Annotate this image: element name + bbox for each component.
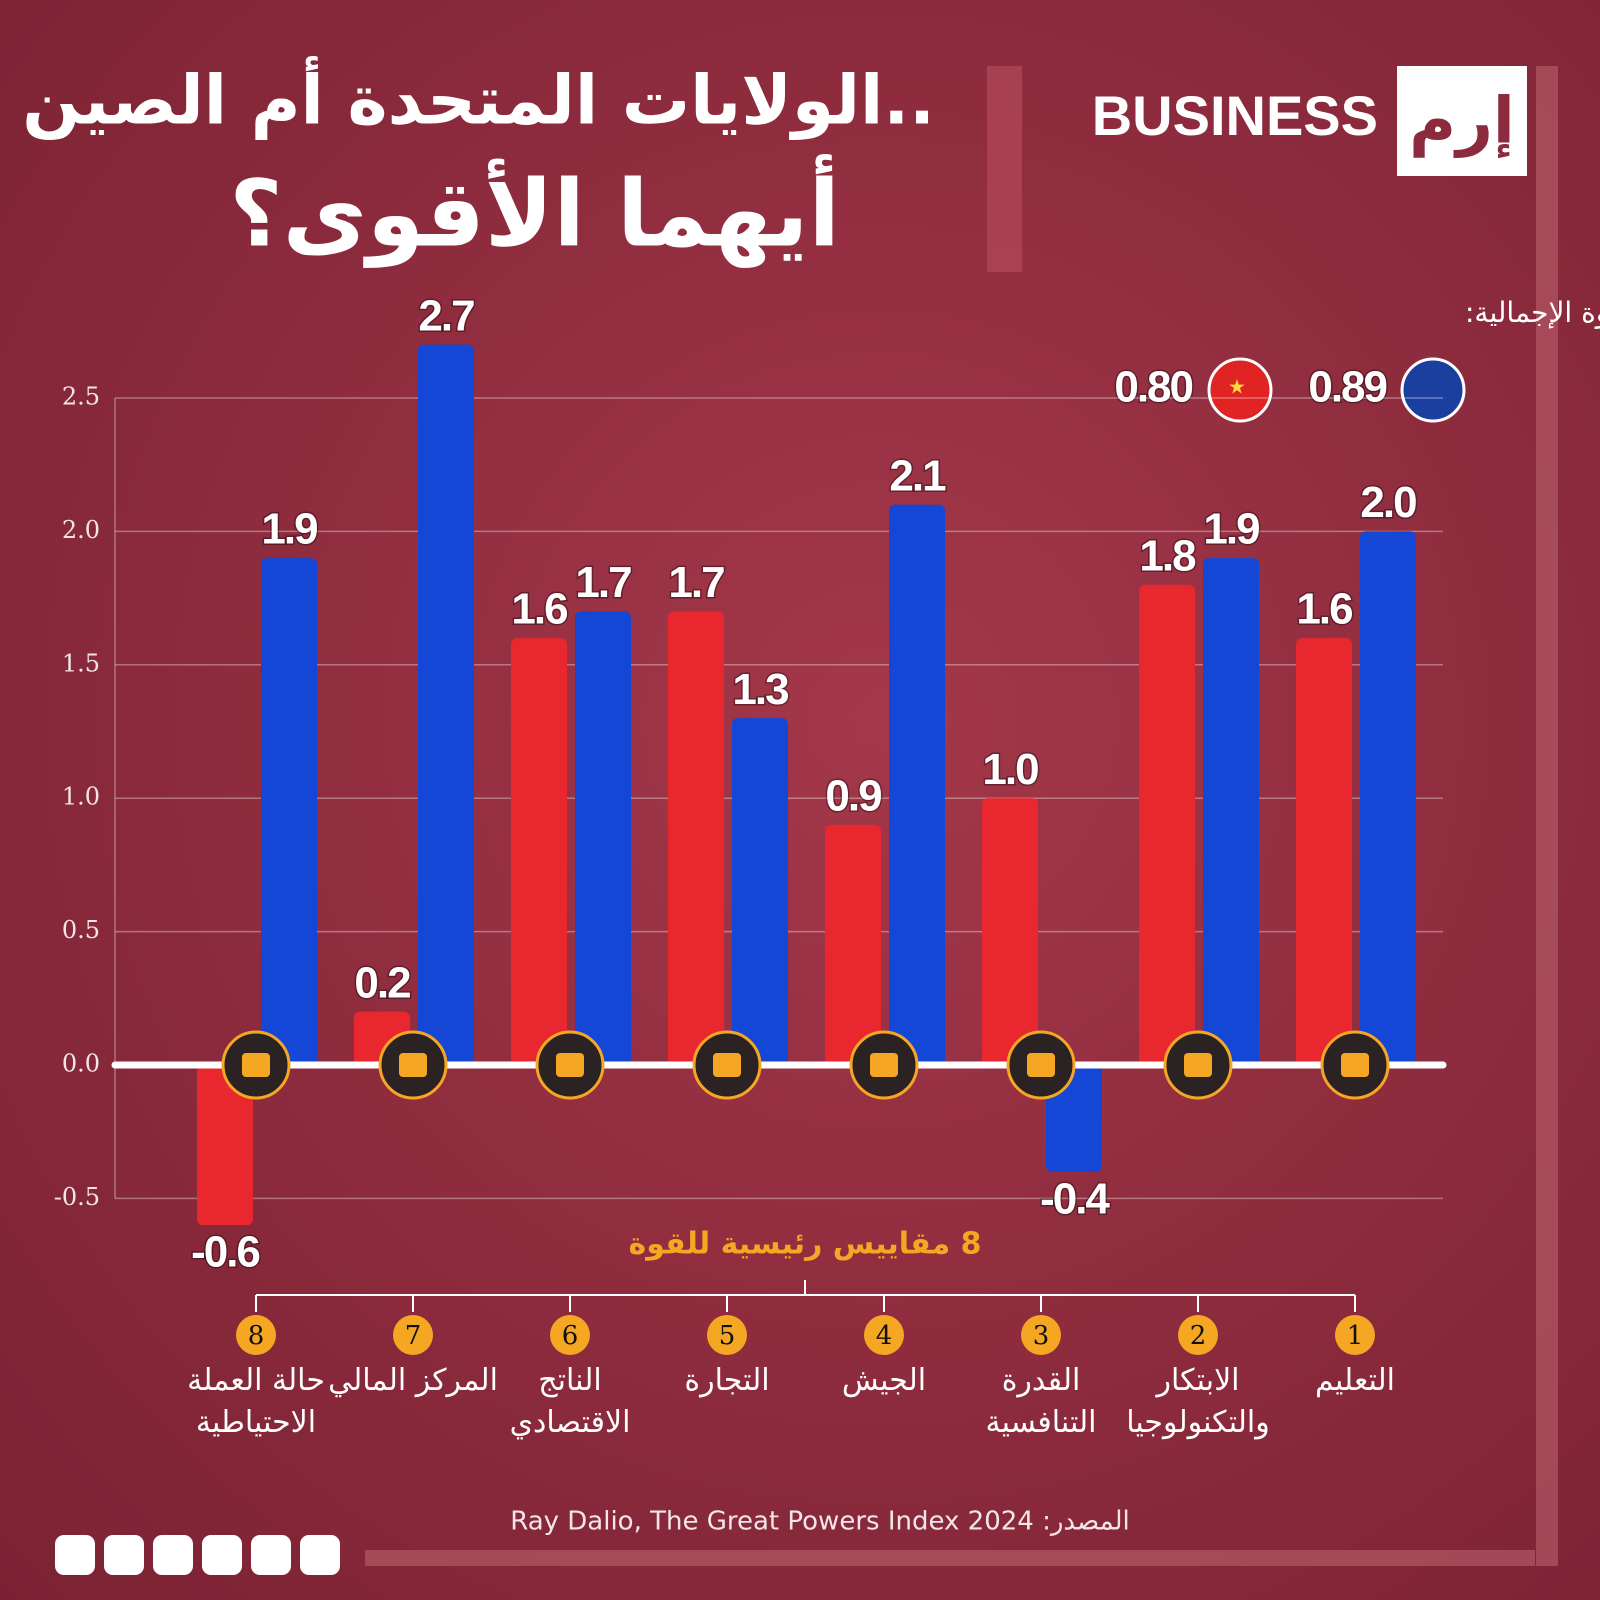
y-tick-label: 0.0 bbox=[62, 1050, 100, 1078]
icon-glyph bbox=[870, 1053, 898, 1077]
value-label: 1.3 bbox=[732, 665, 788, 714]
china-star: ★ bbox=[1228, 375, 1246, 399]
bar bbox=[889, 504, 945, 1066]
china-flag bbox=[1207, 357, 1273, 423]
category-label: الابتكار والتكنولوجيا bbox=[1126, 1363, 1270, 1440]
logo: إرم bbox=[1409, 85, 1515, 159]
bar bbox=[668, 611, 724, 1065]
category-number: 8 bbox=[248, 1321, 265, 1351]
bar bbox=[1139, 584, 1195, 1065]
y-tick-label: 1.0 bbox=[62, 783, 100, 811]
footer-bar bbox=[365, 1550, 1535, 1566]
icon-snapchat[interactable] bbox=[251, 1535, 291, 1575]
value-label: 1.8 bbox=[1139, 531, 1196, 580]
icon-tiktok[interactable] bbox=[202, 1535, 242, 1575]
bar bbox=[825, 824, 881, 1065]
social-icons bbox=[55, 1535, 340, 1575]
icon-instagram[interactable] bbox=[104, 1535, 144, 1575]
icon-youtube[interactable] bbox=[300, 1535, 340, 1575]
category-number: 3 bbox=[1033, 1321, 1050, 1351]
bar bbox=[732, 718, 788, 1065]
us-flag bbox=[1400, 357, 1466, 423]
value-label: 2.7 bbox=[418, 291, 474, 340]
category-number: 1 bbox=[1347, 1321, 1364, 1351]
icon-facebook[interactable] bbox=[55, 1535, 95, 1575]
icon-glyph bbox=[1341, 1053, 1369, 1077]
brand: BUSINESS bbox=[1092, 84, 1378, 147]
value-label: 1.9 bbox=[261, 505, 317, 554]
category-label: حالة العملة الاحتياطية bbox=[187, 1363, 325, 1440]
value-label: -0.4 bbox=[1040, 1174, 1110, 1223]
number-badge bbox=[1021, 1315, 1061, 1355]
number-badge bbox=[550, 1315, 590, 1355]
category-label: التعليم bbox=[1315, 1363, 1395, 1398]
number-badge bbox=[393, 1315, 433, 1355]
value-label: 1.7 bbox=[575, 558, 631, 607]
value-label: 0.2 bbox=[354, 958, 410, 1007]
frame-bar bbox=[1536, 66, 1558, 1566]
value-label: 0.9 bbox=[825, 772, 881, 821]
bar bbox=[261, 558, 317, 1065]
bar bbox=[1360, 531, 1416, 1065]
category-number: 2 bbox=[1190, 1321, 1207, 1351]
icon-glyph bbox=[1027, 1053, 1055, 1077]
title-line1: الولايات المتحدة أم الصين.. bbox=[22, 56, 935, 141]
value-label: 1.6 bbox=[1296, 585, 1352, 634]
bar bbox=[1203, 558, 1259, 1065]
bar bbox=[575, 611, 631, 1065]
icon-glyph bbox=[242, 1053, 270, 1077]
bar bbox=[418, 344, 474, 1065]
us-score: 0.89 bbox=[1308, 363, 1386, 412]
value-label: -0.6 bbox=[191, 1228, 259, 1277]
china-score: 0.80 bbox=[1114, 363, 1192, 412]
value-label: 1.7 bbox=[668, 558, 724, 607]
number-badge bbox=[1178, 1315, 1218, 1355]
source: المصدر: Ray Dalio, The Great Powers Inde… bbox=[510, 1507, 1130, 1537]
value-label: 1.9 bbox=[1203, 505, 1259, 554]
value-label: 1.0 bbox=[982, 745, 1038, 794]
accent-bar bbox=[987, 66, 1022, 272]
bar bbox=[511, 638, 567, 1065]
category-number: 6 bbox=[562, 1321, 579, 1351]
bar bbox=[982, 798, 1038, 1065]
value-label: 2.1 bbox=[889, 451, 946, 500]
category-number: 5 bbox=[719, 1321, 736, 1351]
number-badge bbox=[1335, 1315, 1375, 1355]
number-badge bbox=[864, 1315, 904, 1355]
bar bbox=[197, 1065, 253, 1226]
score-label: درجة القوة الإجمالية: bbox=[1465, 296, 1600, 329]
logo-box bbox=[1397, 66, 1527, 176]
category-label: التجارة bbox=[684, 1363, 770, 1398]
category-label: القدرة التنافسية bbox=[985, 1363, 1097, 1440]
value-label: 2.0 bbox=[1360, 478, 1416, 527]
y-tick-label: -0.5 bbox=[54, 1183, 100, 1211]
subtitle: 8 مقاييس رئيسية للقوة bbox=[629, 1227, 982, 1262]
category-number: 4 bbox=[876, 1321, 893, 1351]
category-label: المركز المالي bbox=[328, 1363, 498, 1398]
y-tick-label: 1.5 bbox=[62, 649, 100, 677]
number-badge bbox=[236, 1315, 276, 1355]
bar bbox=[1296, 638, 1352, 1065]
category-label: الجيش bbox=[841, 1363, 927, 1398]
icon-x[interactable] bbox=[153, 1535, 193, 1575]
y-tick-label: 0.5 bbox=[62, 916, 100, 944]
icon-glyph bbox=[399, 1053, 427, 1077]
value-label: 1.6 bbox=[511, 585, 567, 634]
category-number: 7 bbox=[405, 1321, 422, 1351]
icon-glyph bbox=[556, 1053, 584, 1077]
y-tick-label: 2.5 bbox=[62, 383, 100, 411]
icon-glyph bbox=[713, 1053, 741, 1077]
number-badge bbox=[707, 1315, 747, 1355]
title-line2: أيهما الأقوى؟ bbox=[229, 153, 840, 268]
y-tick-label: 2.0 bbox=[62, 516, 100, 544]
category-label: الناتج الاقتصادي bbox=[509, 1363, 631, 1440]
icon-glyph bbox=[1184, 1053, 1212, 1077]
